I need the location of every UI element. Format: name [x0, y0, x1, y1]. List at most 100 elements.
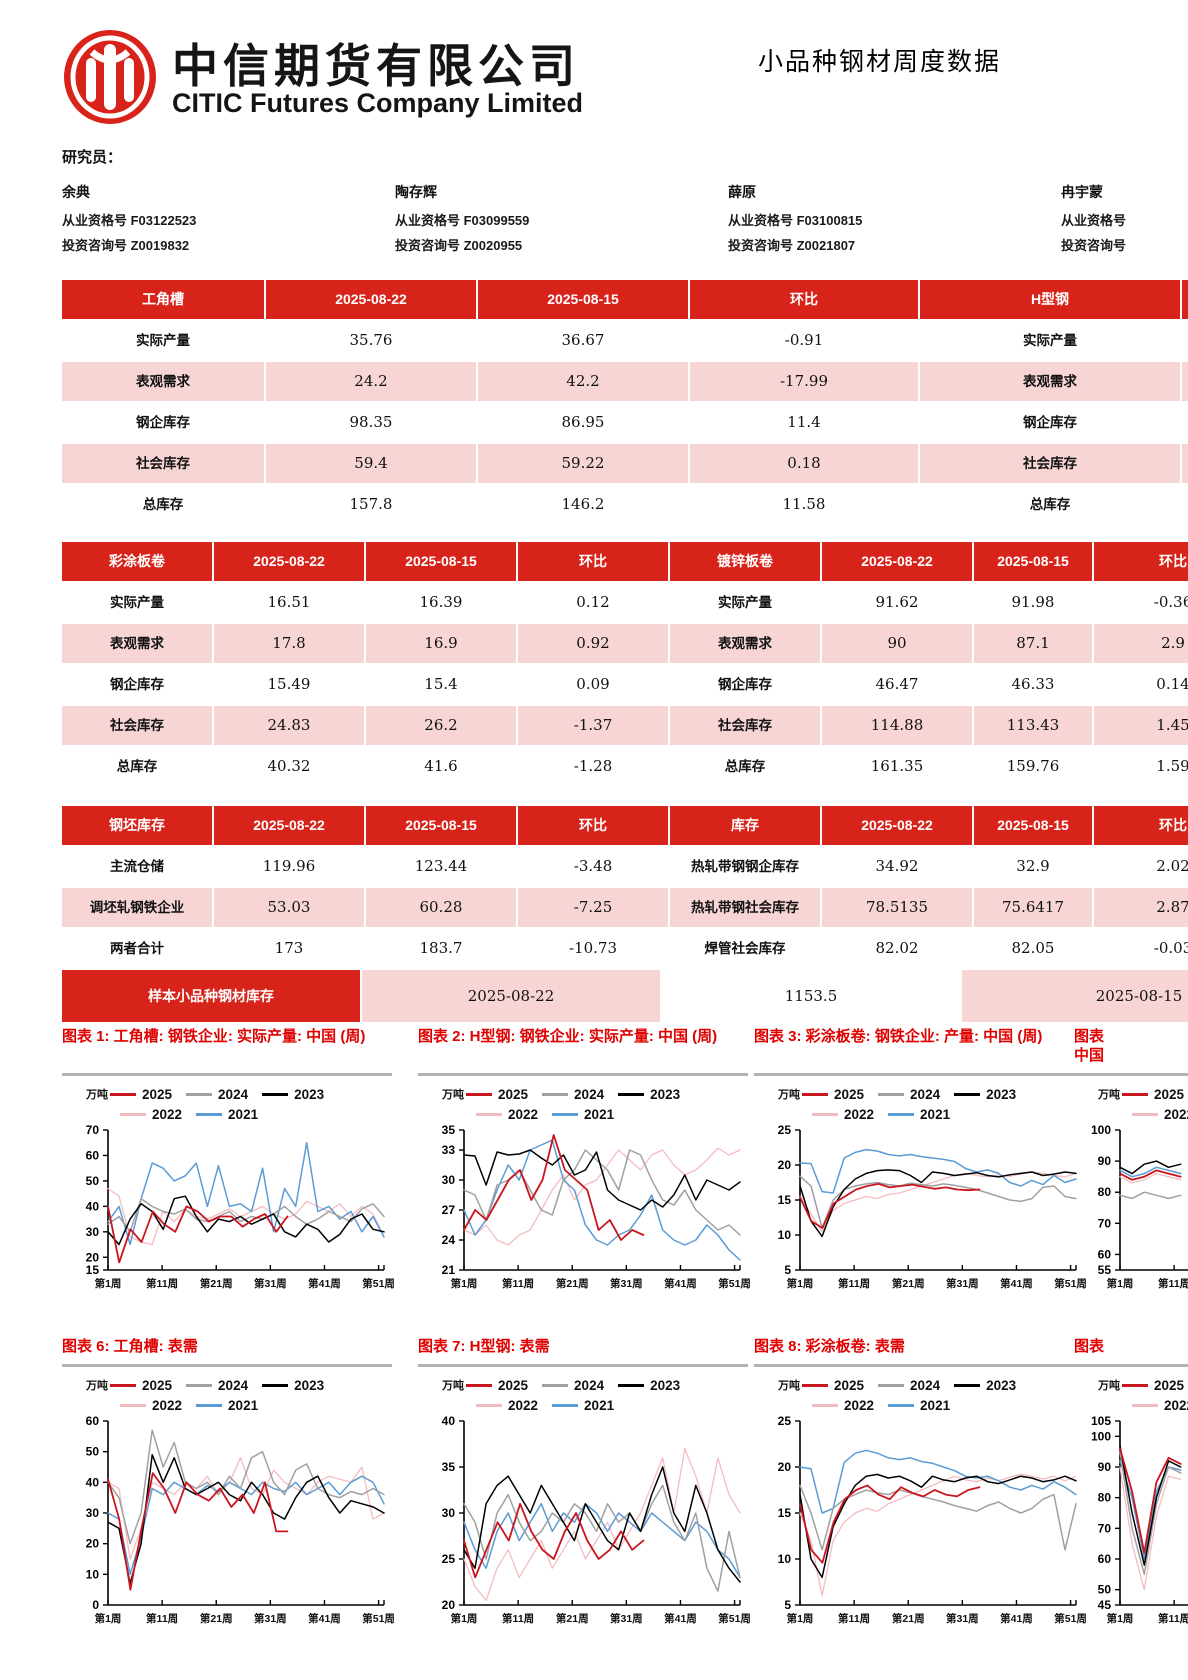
- table-cell: 钢企库存: [62, 665, 214, 704]
- legend-line-swatch: [120, 1403, 146, 1407]
- table-cell: 总库存: [920, 485, 1182, 524]
- legend-item: 2023: [262, 1378, 324, 1393]
- table-cell: [1182, 321, 1188, 360]
- table-header-row: 工角槽 2025-08-22 2025-08-15 环比 H型钢: [62, 280, 1188, 321]
- table-cell: 114.88: [822, 706, 974, 745]
- svg-text:15: 15: [778, 1506, 792, 1520]
- svg-text:50: 50: [1098, 1583, 1112, 1597]
- legend-line-swatch: [1122, 1383, 1148, 1387]
- charts-row-1: 图表 1: 工角槽: 钢铁企业: 实际产量: 中国 (周) 万吨 2025 2024 2…: [0, 1028, 1188, 1328]
- legend-label: 2025: [498, 1377, 529, 1393]
- table-cell: 社会库存: [670, 706, 822, 745]
- table-row: 社会库存 59.4 59.22 0.18 社会库存: [62, 444, 1188, 485]
- legend-line-swatch: [552, 1112, 579, 1116]
- legend-item: 2024: [186, 1378, 248, 1393]
- legend-item: 2025: [802, 1087, 864, 1102]
- y-axis-unit-label: 万吨: [1098, 1380, 1120, 1392]
- svg-text:15: 15: [86, 1263, 100, 1276]
- x-tick-label: 第51周: [362, 1613, 395, 1625]
- y-axis-unit-label: 万吨: [1098, 1089, 1120, 1101]
- legend-label: 2023: [650, 1377, 681, 1393]
- x-tick-label: 第1周: [450, 1278, 478, 1290]
- table-row: 总库存 40.32 41.6 -1.28 总库存 161.35 159.76 1.59: [62, 747, 1188, 788]
- table-cell: 11.58: [690, 485, 920, 524]
- table-cell: 1153.5: [662, 970, 962, 1022]
- svg-text:105: 105: [1091, 1415, 1111, 1428]
- legend-label: 2021: [584, 1106, 615, 1122]
- table-cell: 总库存: [62, 485, 266, 524]
- legend-label: 2025: [142, 1086, 173, 1102]
- series-line-2023: [1119, 1444, 1182, 1566]
- legend-label: 2022: [1164, 1106, 1188, 1122]
- series-line-2022: [799, 1473, 1077, 1597]
- table-cell: -3.48: [518, 847, 670, 886]
- legend-item: 2021: [888, 1107, 950, 1122]
- legend-label: 2023: [294, 1086, 325, 1102]
- legend-label: 2024: [218, 1086, 249, 1102]
- table-cell: 36.67: [478, 321, 690, 360]
- researcher-name: 冉宇蒙: [1061, 184, 1103, 200]
- x-tick-label: 第11周: [502, 1613, 535, 1625]
- legend-label: 2022: [1164, 1397, 1188, 1413]
- legend-label: 2021: [920, 1397, 951, 1413]
- researcher-advisory: 投资咨询号 Z0019832: [62, 238, 190, 253]
- chart-title: 图表 8: 彩涂板卷: 表需: [754, 1338, 1084, 1367]
- table-cell: 2025-08-15: [974, 806, 1094, 845]
- table-cell: 实际产量: [62, 583, 214, 622]
- chart-legend: 万吨 2025 2024 2023 2022 2021: [418, 1084, 748, 1124]
- svg-text:30: 30: [86, 1225, 100, 1239]
- x-axis-labels: 第1周第11周第21周第31周第41周第51周: [418, 1611, 751, 1627]
- legend-label: 2022: [844, 1397, 875, 1413]
- svg-text:55: 55: [1098, 1263, 1112, 1276]
- svg-text:33: 33: [442, 1143, 456, 1157]
- svg-text:10: 10: [778, 1552, 792, 1566]
- legend-line-swatch: [476, 1403, 502, 1407]
- series-line-2025: [463, 1502, 645, 1579]
- table-row: 总库存 157.8 146.2 11.58 总库存: [62, 485, 1188, 526]
- table-header-row: 钢坯库存 2025-08-22 2025-08-15 环比 库存 2025-08-22 20…: [62, 806, 1188, 847]
- x-tick-label: 第51周: [1054, 1613, 1087, 1625]
- legend-line-swatch: [954, 1383, 981, 1387]
- x-tick-label: 第1周: [450, 1613, 478, 1625]
- table-cell: 86.95: [478, 403, 690, 442]
- researcher-license: 从业资格号 F03099559: [395, 213, 530, 228]
- table-cell: 实际产量: [920, 321, 1182, 360]
- table-cell: 159.76: [974, 747, 1094, 786]
- x-tick-label: 第21周: [555, 1278, 589, 1290]
- table-row: 表观需求 17.8 16.9 0.92 表观需求 90 87.1 2.9: [62, 624, 1188, 665]
- table-cell: 173: [214, 929, 366, 968]
- svg-text:50: 50: [86, 1445, 100, 1459]
- legend-item: 2022: [120, 1398, 182, 1413]
- legend-label: 2021: [228, 1397, 259, 1413]
- table-cell: -1.37: [518, 706, 670, 745]
- table-cell: 161.35: [822, 747, 974, 786]
- researchers-row: 余典 从业资格号 F03122523 投资咨询号 Z0019832 陶存辉 从业资格号 …: [62, 182, 1188, 260]
- svg-text:24: 24: [442, 1233, 456, 1247]
- legend-item: 2024: [186, 1087, 248, 1102]
- legend-item: 2025: [466, 1378, 528, 1393]
- table-cell: [1182, 362, 1188, 401]
- svg-text:25: 25: [778, 1415, 792, 1428]
- chart-title: 图表 中国: [1074, 1028, 1188, 1076]
- series-line-2025: [1119, 1169, 1182, 1181]
- table-cell: 库存: [670, 806, 822, 845]
- table-cell: 样本小品种钢材库存: [62, 970, 362, 1022]
- table-cell: 2025-08-15: [366, 542, 518, 581]
- table-cell: 热轧带钢钢企库存: [670, 847, 822, 886]
- table-cell: 2025-08-22: [214, 806, 366, 845]
- y-axis-unit-label: 万吨: [86, 1380, 108, 1392]
- table-cell: 0.14: [1094, 665, 1188, 704]
- table-color-coated-galvanized: 彩涂板卷 2025-08-22 2025-08-15 环比 镀锌板卷 2025-08-22…: [62, 542, 1188, 788]
- table-cell: 0.12: [518, 583, 670, 622]
- svg-text:35: 35: [442, 1460, 456, 1474]
- legend-item: 2025: [802, 1378, 864, 1393]
- svg-text:25: 25: [442, 1552, 456, 1566]
- table-cell: 2.9: [1094, 624, 1188, 663]
- x-tick-label: 第41周: [1000, 1613, 1033, 1625]
- legend-line-swatch: [888, 1403, 915, 1407]
- series-line-2023: [799, 1169, 1077, 1238]
- table-cell: 59.4: [266, 444, 478, 483]
- table-cell: 环比: [690, 280, 920, 319]
- table-row: 钢企库存 15.49 15.4 0.09 钢企库存 46.47 46.33 0.14: [62, 665, 1188, 706]
